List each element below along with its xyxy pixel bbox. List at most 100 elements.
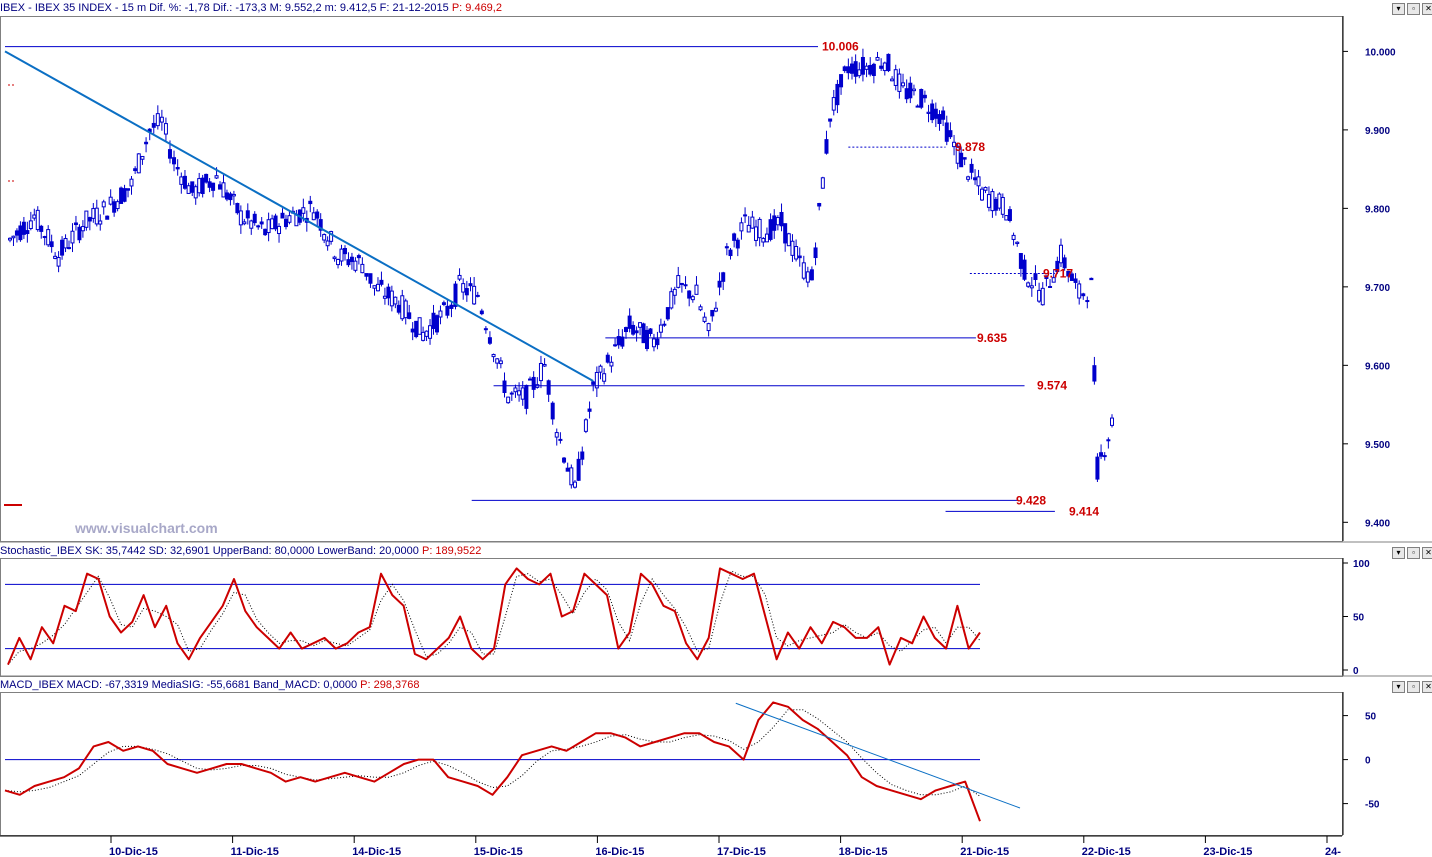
- price-candle-body: [926, 111, 931, 114]
- price-axis-label: 9.500: [1365, 440, 1390, 451]
- price-candle-body: [151, 122, 156, 128]
- price-candle-body: [983, 186, 988, 191]
- close-button[interactable]: ✕: [1422, 547, 1432, 559]
- price-candle-body: [849, 63, 854, 74]
- price-candle-body: [948, 130, 953, 138]
- price-candle-body: [325, 240, 330, 247]
- price-candle-body: [393, 296, 398, 305]
- price-candle-body: [283, 218, 288, 228]
- minimize-button[interactable]: ▾: [1392, 547, 1405, 559]
- price-candle-body: [252, 213, 257, 224]
- restore-button[interactable]: ▫: [1407, 681, 1420, 693]
- time-axis-label: 17-Dic-15: [717, 846, 766, 857]
- price-candle-body: [743, 214, 748, 217]
- price-candle-body: [73, 222, 78, 226]
- price-candle-body: [270, 218, 275, 230]
- macd-header-text: MACD_IBEX MACD: -67,3319 MediaSIG: -55,6…: [0, 679, 358, 691]
- price-candle-body: [591, 381, 596, 385]
- price-candle-body: [794, 246, 799, 260]
- price-candle-body: [786, 233, 791, 247]
- price-candle-body: [259, 221, 264, 225]
- price-candle-body: [438, 310, 443, 318]
- price-candle-body: [32, 214, 37, 219]
- price-candle-body: [828, 118, 833, 122]
- price-candle-body: [538, 362, 543, 382]
- price-candle-body: [396, 304, 401, 313]
- price-candle-body: [1110, 417, 1115, 426]
- price-candle-body: [783, 223, 788, 244]
- price-candle-body: [665, 307, 670, 320]
- price-candle-body: [735, 239, 740, 249]
- price-candle-body: [944, 122, 949, 142]
- watermark: www.visualchart.com: [75, 520, 218, 536]
- minimize-button[interactable]: ▾: [1392, 3, 1405, 15]
- price-candle-body: [204, 173, 209, 183]
- price-candle-body: [839, 74, 844, 88]
- price-candle-body: [531, 376, 536, 390]
- price-candle-body: [645, 329, 650, 349]
- time-axis-label: 11-Dic-15: [231, 846, 279, 857]
- price-candle-body: [583, 419, 588, 432]
- macd-trendline: [735, 702, 1021, 809]
- price-candle-body: [249, 220, 254, 229]
- price-header-text: IBEX - IBEX 35 INDEX - 15 m Dif. %: -1,7…: [0, 2, 449, 14]
- price-candle-body: [750, 216, 755, 229]
- price-candle-body: [724, 246, 729, 249]
- price-candle-body: [524, 384, 529, 409]
- price-candle-body: [842, 66, 847, 72]
- price-candle-body: [602, 373, 607, 382]
- price-candle-body: [332, 256, 337, 260]
- price-axis-label: 9.900: [1365, 126, 1390, 137]
- price-candle-body: [761, 237, 766, 243]
- price-candle-body: [46, 229, 51, 246]
- price-candle-body: [930, 103, 935, 121]
- price-candle-body: [648, 328, 653, 335]
- price-candle-body: [790, 240, 795, 256]
- minimize-button[interactable]: ▾: [1392, 681, 1405, 693]
- stochastic-header-p: P: 189,9522: [421, 545, 482, 557]
- close-button[interactable]: ✕: [1422, 681, 1432, 693]
- price-candle-body: [414, 320, 419, 338]
- price-candle-body: [919, 89, 924, 108]
- price-candle-body: [860, 56, 865, 75]
- close-button[interactable]: ✕: [1422, 3, 1432, 15]
- price-candle-body: [445, 305, 450, 316]
- restore-button[interactable]: ▫: [1407, 3, 1420, 15]
- price-candle-body: [360, 263, 365, 274]
- price-candle-body: [491, 353, 496, 358]
- price-candle-body: [11, 235, 16, 239]
- price-candle-body: [886, 53, 891, 72]
- stochastic-axis-label: 50: [1353, 613, 1365, 624]
- price-candle-body: [53, 255, 58, 259]
- price-candle-body: [245, 210, 250, 219]
- price-candle-body: [908, 82, 913, 99]
- price-candle-body: [687, 290, 692, 299]
- macd-window-buttons: ▾ ▫ ✕: [1392, 681, 1432, 693]
- price-candle-body: [35, 209, 40, 231]
- price-candle-body: [911, 88, 916, 92]
- price-candle-body: [175, 166, 180, 170]
- price-candle-body: [190, 181, 195, 193]
- price-candle-body: [587, 408, 592, 412]
- price-candle-body: [835, 83, 840, 106]
- price-panel-frame: [0, 16, 1343, 542]
- price-candle-body: [528, 378, 533, 381]
- price-candle-body: [266, 219, 271, 234]
- restore-button[interactable]: ▫: [1407, 547, 1420, 559]
- price-candle-body: [379, 279, 384, 285]
- price-candle-body: [1102, 455, 1107, 458]
- price-axis-label: 9.700: [1365, 283, 1390, 294]
- price-candle-body: [658, 324, 663, 333]
- price-candle-body: [98, 220, 103, 225]
- price-candle-body: [1089, 277, 1094, 281]
- price-candle-body: [372, 285, 377, 289]
- price-candle-body: [301, 207, 306, 214]
- price-candle-body: [218, 184, 223, 190]
- macd-panel-header: MACD_IBEX MACD: -67,3319 MediaSIG: -55,6…: [0, 677, 1342, 693]
- price-candle-body: [346, 259, 351, 266]
- price-candle-body: [1004, 215, 1009, 221]
- price-window-buttons: ▾ ▫ ✕: [1392, 3, 1432, 15]
- price-candle-body: [122, 188, 127, 202]
- price-candle-body: [167, 149, 172, 159]
